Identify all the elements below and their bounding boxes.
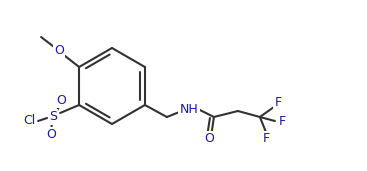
Text: Cl: Cl <box>23 115 35 128</box>
Text: O: O <box>54 44 64 57</box>
Text: S: S <box>49 110 57 123</box>
Text: F: F <box>275 95 281 109</box>
Text: O: O <box>204 133 214 146</box>
Text: NH: NH <box>179 102 198 115</box>
Text: F: F <box>278 115 286 128</box>
Text: O: O <box>56 94 66 107</box>
Text: F: F <box>262 133 269 146</box>
Text: O: O <box>46 128 56 141</box>
